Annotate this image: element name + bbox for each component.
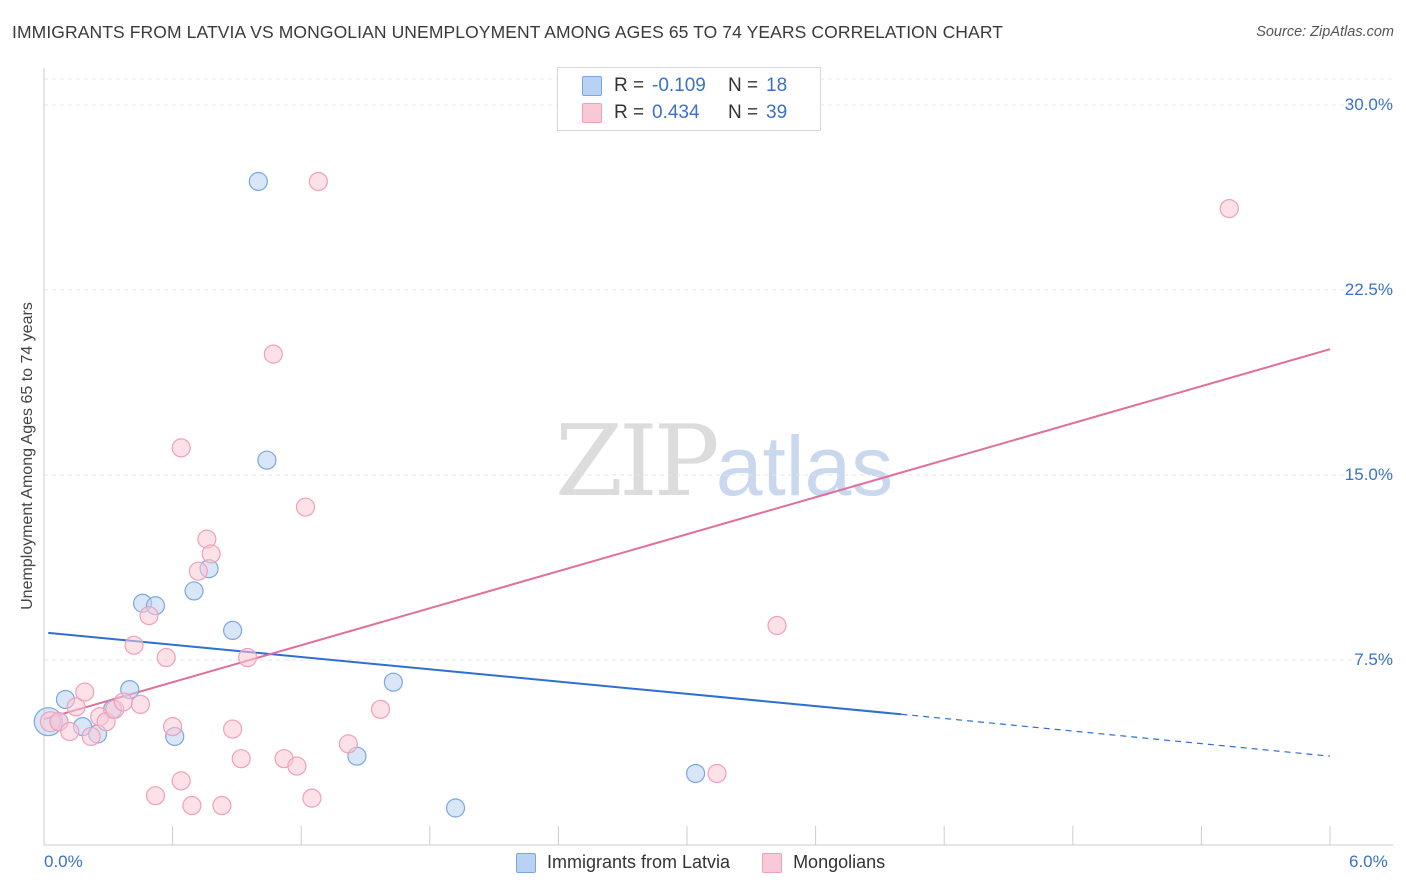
data-point-latvia bbox=[248, 171, 268, 192]
data-point-mongolian bbox=[370, 699, 391, 719]
x-tick-label-max: 6.0% bbox=[1349, 852, 1388, 871]
data-point-mongolian bbox=[308, 171, 328, 192]
trend-lines bbox=[43, 348, 1331, 757]
legend-item-mongolians[interactable]: Mongolians bbox=[762, 852, 885, 873]
data-point-latvia bbox=[445, 798, 466, 818]
grid-lines bbox=[44, 78, 1393, 661]
series-legend: Immigrants from Latvia Mongolians bbox=[516, 852, 917, 873]
data-point-mongolian bbox=[124, 635, 144, 655]
n-label: N = bbox=[728, 75, 759, 96]
source-label: Source: ZipAtlas.com bbox=[1256, 24, 1394, 40]
x-ticks bbox=[43, 826, 1331, 845]
trend-line-0 bbox=[48, 631, 902, 716]
latvia-r-value: -0.109 bbox=[652, 75, 706, 96]
chart-title: IMMIGRANTS FROM LATVIA VS MONGOLIAN UNEM… bbox=[12, 22, 1004, 42]
y-tick-label: 22.5% bbox=[1344, 280, 1393, 299]
data-point-mongolian bbox=[113, 692, 133, 712]
mongolians-swatch bbox=[582, 103, 602, 123]
data-point-mongolian bbox=[171, 438, 191, 458]
latvia-n-value: 18 bbox=[766, 75, 788, 96]
trend-line-1 bbox=[43, 348, 1331, 721]
data-point-mongolian bbox=[171, 771, 191, 791]
data-point-latvia bbox=[257, 450, 277, 470]
r-label: R = bbox=[614, 102, 645, 123]
mongolians-r-value: 0.434 bbox=[652, 102, 700, 123]
data-point-mongolian bbox=[156, 647, 176, 668]
data-point-mongolian bbox=[287, 756, 307, 776]
data-point-mongolian bbox=[263, 344, 283, 364]
data-point-mongolian bbox=[238, 647, 258, 668]
data-point-mongolian bbox=[66, 697, 86, 717]
correlation-legend: R = -0.109 N = 18 R = 0.434 N = 39 bbox=[557, 67, 821, 131]
data-point-mongolian bbox=[182, 795, 202, 816]
data-point-mongolian bbox=[163, 716, 183, 737]
mongolians-n-value: 39 bbox=[766, 102, 788, 123]
data-point-mongolian bbox=[1219, 199, 1239, 219]
legend-row-mongolians: R = 0.434 N = 39 bbox=[582, 100, 787, 126]
data-point-mongolian bbox=[145, 786, 166, 806]
watermark-zip: ZIP bbox=[555, 405, 720, 519]
data-point-mongolian bbox=[130, 694, 151, 715]
data-point-latvia bbox=[383, 672, 403, 692]
mongolians-legend-swatch bbox=[762, 852, 783, 873]
data-point-mongolian bbox=[212, 795, 232, 816]
data-point-mongolian bbox=[201, 544, 221, 564]
data-point-mongolian bbox=[338, 734, 358, 754]
latvia-swatch bbox=[582, 76, 602, 96]
latvia-legend-swatch bbox=[516, 852, 536, 873]
legend-row-latvia: R = -0.109 N = 18 bbox=[582, 73, 787, 99]
data-point-latvia bbox=[223, 620, 243, 641]
data-point-mongolian bbox=[295, 497, 316, 517]
data-point-mongolian bbox=[139, 605, 159, 626]
latvia-legend-label: Immigrants from Latvia bbox=[547, 852, 731, 872]
data-point-mongolian bbox=[81, 726, 101, 747]
y-tick-label: 7.5% bbox=[1354, 650, 1393, 669]
r-label: R = bbox=[614, 75, 645, 96]
data-point-latvia bbox=[685, 763, 706, 784]
data-point-mongolian bbox=[707, 763, 727, 784]
trend-line-extension-0 bbox=[901, 713, 1331, 757]
legend-item-latvia[interactable]: Immigrants from Latvia bbox=[516, 852, 730, 873]
watermark: ZIPatlas bbox=[555, 405, 893, 519]
data-point-mongolian bbox=[231, 749, 251, 769]
y-tick-label: 30.0% bbox=[1344, 95, 1393, 114]
y-tick-label: 15.0% bbox=[1344, 465, 1393, 484]
mongolians-legend-label: Mongolians bbox=[793, 852, 886, 872]
data-point-mongolian bbox=[223, 719, 243, 739]
n-label: N = bbox=[728, 102, 759, 123]
data-point-mongolian bbox=[60, 721, 80, 742]
data-point-mongolian bbox=[767, 615, 787, 636]
data-point-mongolian bbox=[188, 561, 208, 581]
data-points bbox=[33, 171, 1239, 818]
axes bbox=[43, 68, 1393, 846]
watermark-atlas: atlas bbox=[715, 419, 894, 513]
data-point-latvia bbox=[184, 581, 204, 601]
data-point-mongolian bbox=[75, 682, 95, 702]
x-tick-label-min: 0.0% bbox=[44, 852, 83, 871]
data-point-mongolian bbox=[302, 788, 322, 808]
